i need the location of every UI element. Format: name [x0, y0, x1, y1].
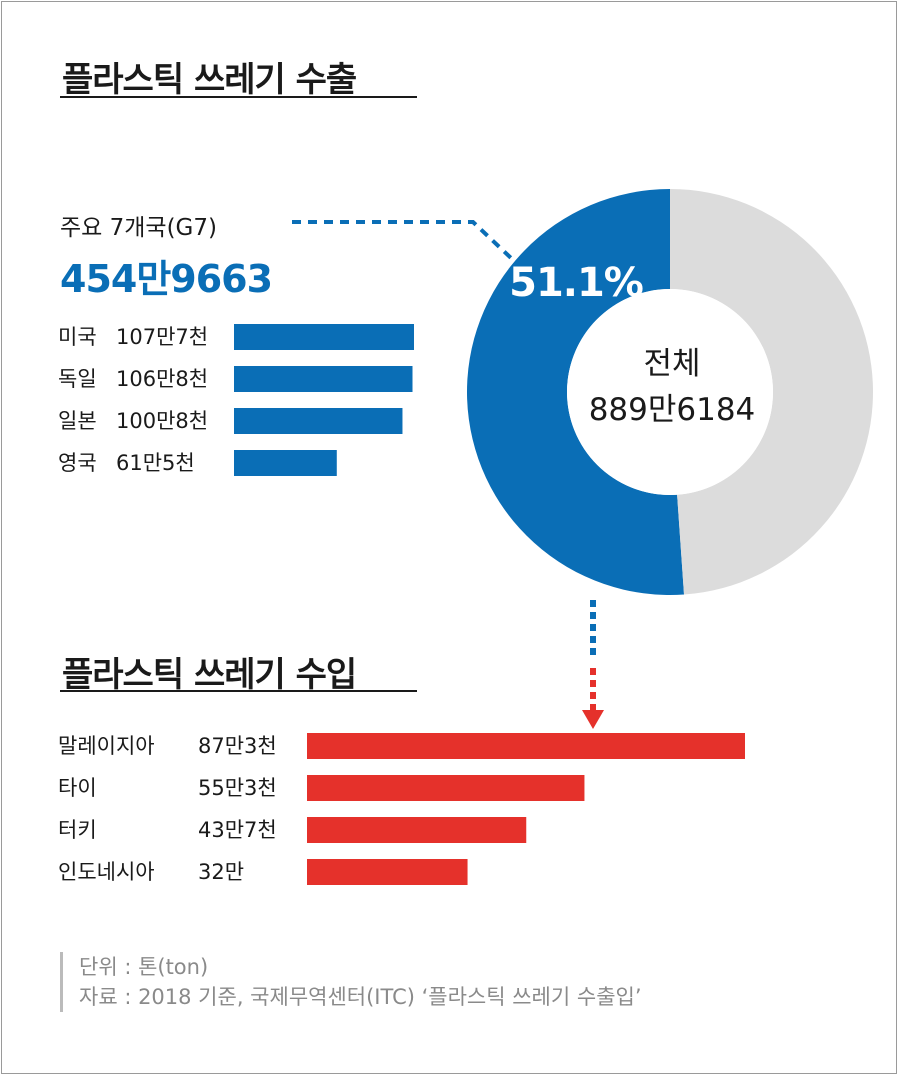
- source-text: 자료 : 2018 기준, 국제무역센터(ITC) ‘플라스틱 쓰레기 수출입’: [79, 985, 642, 1009]
- donut-slice: [670, 189, 873, 595]
- bar: [307, 817, 527, 843]
- bar-category-label: 터키: [58, 818, 97, 842]
- bar: [307, 859, 468, 885]
- bar-category-label: 미국: [58, 325, 97, 349]
- bar: [307, 733, 745, 759]
- g7-connector-line: [292, 220, 513, 260]
- donut-chart: [466, 189, 873, 595]
- bar-category-label: 독일: [58, 367, 97, 391]
- unit-text: 단위 : 톤(ton): [79, 955, 209, 979]
- donut-percent-label: 51.1%: [509, 260, 643, 306]
- source-note: 단위 : 톤(ton) 자료 : 2018 기준, 국제무역센터(ITC) ‘플…: [60, 952, 642, 1012]
- donut-hole: [567, 289, 773, 495]
- export-title-underline: [60, 96, 417, 98]
- bar: [234, 324, 414, 350]
- connectors: [292, 220, 604, 729]
- import-title-underline: [60, 690, 417, 692]
- bar-value-label: 106만8천: [116, 367, 208, 391]
- donut-slice: [466, 189, 685, 595]
- bar: [234, 450, 337, 476]
- bar-category-label: 타이: [58, 776, 97, 800]
- bar-value-label: 43만7천: [198, 818, 277, 842]
- bar-category-label: 인도네시아: [58, 860, 155, 884]
- bar-value-label: 55만3천: [198, 776, 277, 800]
- export-section-title: 플라스틱 쓰레기 수출: [62, 60, 357, 100]
- bar-value-label: 87만3천: [198, 734, 277, 758]
- bar-category-label: 말레이지아: [58, 734, 155, 758]
- bar: [307, 775, 585, 801]
- bar-value-label: 107만7천: [116, 325, 208, 349]
- bar-category-label: 영국: [58, 451, 97, 475]
- import-section-title: 플라스틱 쓰레기 수입: [62, 655, 357, 695]
- g7-label: 주요 7개국(G7): [60, 215, 217, 241]
- bar: [234, 408, 403, 434]
- arrow-head: [582, 710, 604, 729]
- donut-center-title: 전체: [643, 346, 700, 382]
- donut-center-total: 889만6184: [589, 392, 756, 428]
- bar-value-label: 100만8천: [116, 409, 208, 433]
- g7-total: 454만9663: [60, 257, 273, 301]
- bar-category-label: 일본: [58, 409, 97, 433]
- bar-value-label: 32만: [198, 860, 244, 884]
- bar: [234, 366, 413, 392]
- bar-value-label: 61만5천: [116, 451, 195, 475]
